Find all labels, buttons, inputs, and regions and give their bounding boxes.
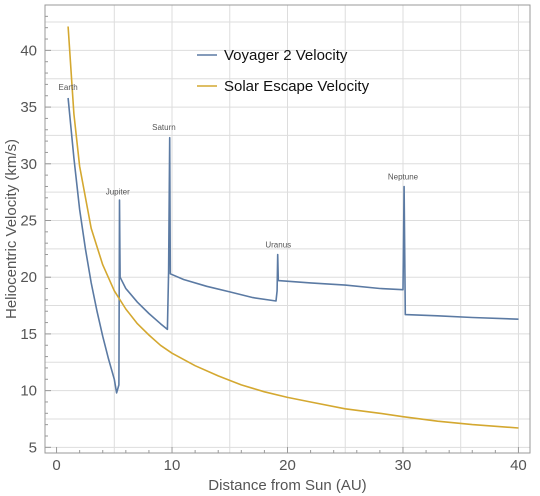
- y-tick-label: 35: [20, 99, 37, 116]
- y-tick-label: 20: [20, 269, 37, 286]
- y-axis-ticks: 5 10 15 20 25 30 35 40: [20, 15, 51, 456]
- x-tick-label: 20: [279, 457, 296, 474]
- x-axis-title: Distance from Sun (AU): [208, 477, 366, 494]
- x-tick-label: 40: [510, 457, 527, 474]
- y-tick-label: 5: [29, 439, 37, 456]
- x-tick-label: 0: [52, 457, 60, 474]
- series-line-voyager: [67, 97, 519, 394]
- annotation-jupiter: Jupiter: [106, 187, 130, 196]
- series-line-escape: [67, 26, 519, 429]
- annotation-neptune: Neptune: [388, 173, 419, 182]
- x-tick-label: 30: [395, 457, 412, 474]
- x-tick-label: 10: [164, 457, 181, 474]
- series-lines: [67, 26, 519, 429]
- x-axis-ticks: 0 10 20 30 40: [52, 447, 527, 474]
- y-tick-label: 10: [20, 383, 37, 400]
- annotations: Earth Jupiter Saturn Uranus Neptune: [59, 83, 419, 250]
- y-tick-label: 25: [20, 212, 37, 229]
- y-tick-label: 30: [20, 156, 37, 173]
- y-tick-label: 40: [20, 42, 37, 59]
- annotation-saturn: Saturn: [152, 123, 176, 132]
- grid-lines: [45, 5, 530, 453]
- y-axis-title: Heliocentric Velocity (km/s): [3, 139, 20, 319]
- legend: Voyager 2 Velocity Solar Escape Velocity: [197, 47, 370, 95]
- plot-frame: [44, 4, 531, 454]
- y-tick-label: 15: [20, 326, 37, 343]
- annotation-earth: Earth: [59, 83, 78, 92]
- legend-label: Voyager 2 Velocity: [224, 47, 348, 64]
- annotation-uranus: Uranus: [265, 241, 291, 250]
- legend-label: Solar Escape Velocity: [224, 78, 370, 95]
